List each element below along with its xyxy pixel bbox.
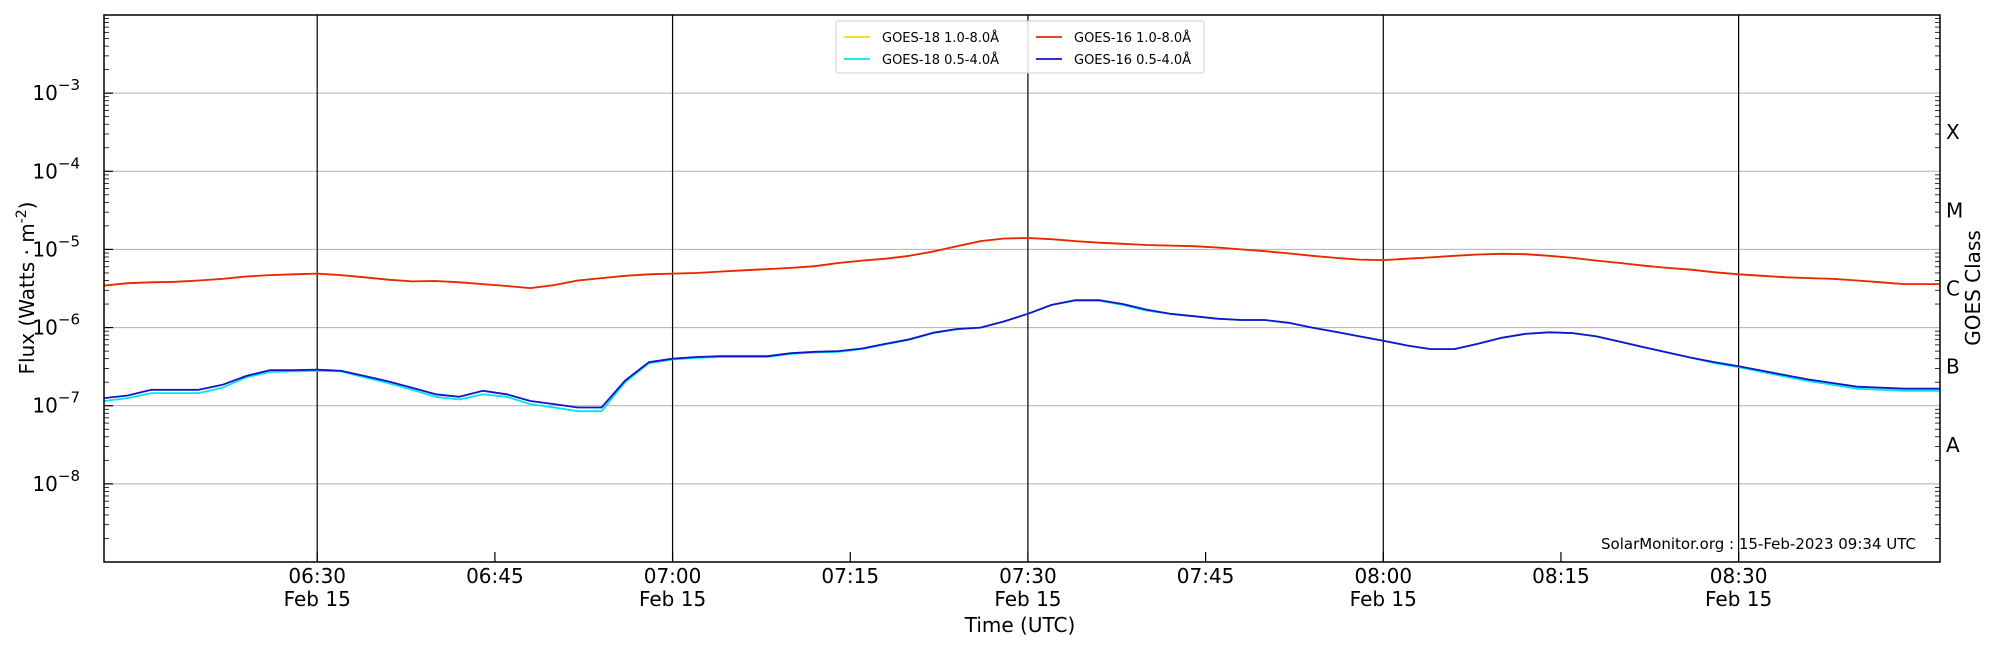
x-tick-label: 07:15 bbox=[821, 564, 879, 588]
x-tick-date-label: Feb 15 bbox=[1705, 587, 1772, 611]
legend-entry-label: GOES-16 0.5-4.0Å bbox=[1074, 52, 1191, 68]
x-axis-title: Time (UTC) bbox=[964, 613, 1076, 637]
x-tick-label: 07:00 bbox=[644, 564, 702, 588]
x-tick-date-label: Feb 15 bbox=[639, 587, 706, 611]
x-tick-date-label: Feb 15 bbox=[1350, 587, 1417, 611]
plot-frame bbox=[103, 14, 1941, 563]
legend-entry-label: GOES-18 0.5-4.0Å bbox=[882, 52, 999, 68]
x-tick-label: 08:15 bbox=[1532, 564, 1590, 588]
series-line-goes-18-1-0-8-0 bbox=[103, 237, 1940, 290]
series-layer bbox=[103, 237, 1940, 413]
x-tick-label: 07:30 bbox=[999, 564, 1057, 588]
y-tick-label: 10−7 bbox=[32, 389, 80, 418]
legend-entry-label: GOES-16 1.0-8.0Å bbox=[1074, 30, 1191, 46]
x-tick-label: 06:30 bbox=[288, 564, 346, 588]
credit-text: SolarMonitor.org : 15-Feb-2023 09:34 UTC bbox=[1601, 535, 1916, 553]
goes-class-label: A bbox=[1946, 433, 1960, 457]
goes-class-label: X bbox=[1946, 120, 1960, 144]
right-axis-title: GOES Class bbox=[1961, 230, 1985, 346]
series-line-goes-16-0-5-4-0 bbox=[103, 299, 1940, 409]
goes-class-labels: A B C M X bbox=[1946, 120, 1963, 457]
series-line-goes-16-1-0-8-0 bbox=[103, 237, 1940, 290]
x-tick-date-label: Feb 15 bbox=[284, 587, 351, 611]
legend-entry-label: GOES-18 1.0-8.0Å bbox=[882, 30, 999, 46]
y-tick-label: 10−4 bbox=[32, 154, 80, 183]
vertical-time-lines bbox=[316, 15, 1740, 562]
y-tick-label: 10−6 bbox=[32, 311, 80, 340]
goes-class-label: C bbox=[1946, 277, 1960, 301]
x-tick-label: 06:45 bbox=[466, 564, 524, 588]
grid-layer bbox=[104, 92, 1940, 485]
legend-box bbox=[835, 20, 1205, 74]
goes-class-label: M bbox=[1946, 198, 1963, 222]
y-tick-label: 10−8 bbox=[32, 467, 80, 496]
x-tick-label: 08:00 bbox=[1354, 564, 1412, 588]
x-tick-date-label: Feb 15 bbox=[994, 587, 1061, 611]
y-axis-ticks: 10−8 10−7 10−6 10−5 10−4 10−3 bbox=[32, 18, 1940, 539]
x-tick-label: 08:30 bbox=[1710, 564, 1768, 588]
goes-class-label: B bbox=[1946, 355, 1960, 379]
series-line-goes-18-0-5-4-0 bbox=[103, 299, 1940, 413]
y-axis-title: Flux (Watts · m-2) bbox=[14, 202, 39, 375]
x-tick-label: 07:45 bbox=[1177, 564, 1235, 588]
legend: GOES-18 1.0-8.0Å GOES-18 0.5-4.0Å GOES-16 … bbox=[835, 20, 1205, 74]
y-tick-label: 10−3 bbox=[32, 76, 80, 105]
y-tick-label: 10−5 bbox=[32, 232, 80, 261]
